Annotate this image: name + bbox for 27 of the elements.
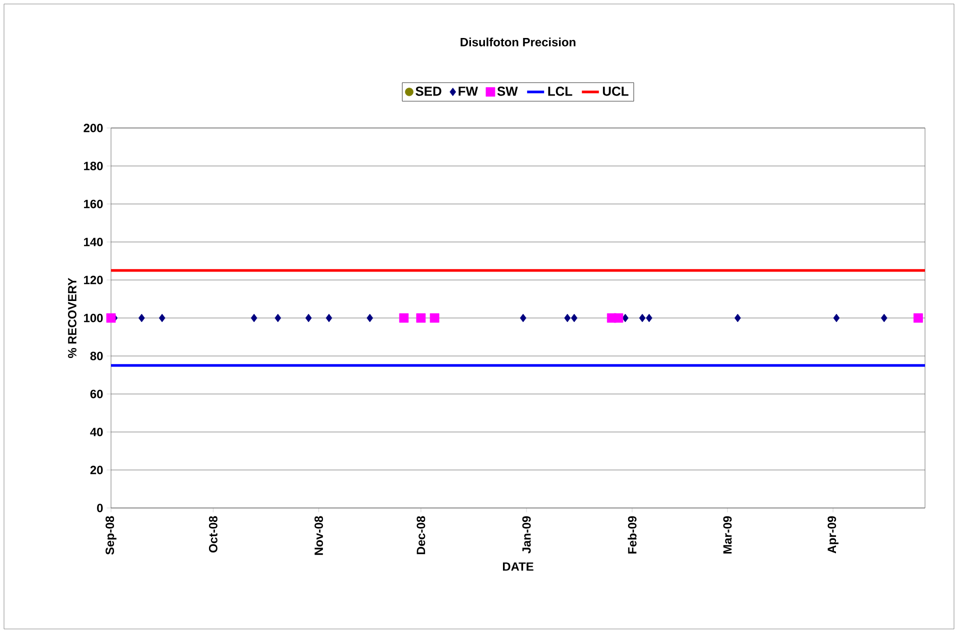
- x-tick-label: Apr-09: [828, 516, 838, 554]
- y-tick-label: 180: [84, 162, 103, 170]
- y-tick-label: 40: [90, 428, 103, 436]
- chart-title: Disulfoton Precision: [460, 38, 576, 46]
- x-axis-title: DATE: [502, 562, 534, 571]
- legend-label: SED: [416, 86, 442, 96]
- x-tick-label: Feb-09: [628, 516, 636, 554]
- y-tick-label: 200: [84, 124, 103, 132]
- x-tick-label: Mar-09: [723, 516, 732, 554]
- x-tick-label: Dec-08: [416, 516, 426, 554]
- y-tick-label: 100: [84, 314, 103, 322]
- y-tick-label: 60: [90, 390, 103, 398]
- y-axis-title: % RECOVERY: [68, 278, 76, 358]
- y-tick-label: 80: [90, 352, 103, 360]
- y-tick-label: 20: [90, 466, 103, 474]
- y-tick-label: 160: [84, 200, 103, 208]
- legend-label: SW: [497, 86, 518, 96]
- x-tick-label: Jan-09: [522, 516, 531, 554]
- y-tick-label: 140: [84, 238, 103, 246]
- x-tick-label: Oct-08: [208, 516, 218, 552]
- legend-label: UCL: [602, 86, 628, 96]
- x-tick-label: Nov-08: [314, 516, 323, 555]
- x-tick-label: Sep-08: [106, 516, 116, 555]
- y-tick-label: 0: [97, 504, 103, 512]
- legend-label: LCL: [548, 86, 572, 96]
- y-tick-label: 120: [84, 276, 103, 284]
- legend-label: FW: [458, 86, 478, 96]
